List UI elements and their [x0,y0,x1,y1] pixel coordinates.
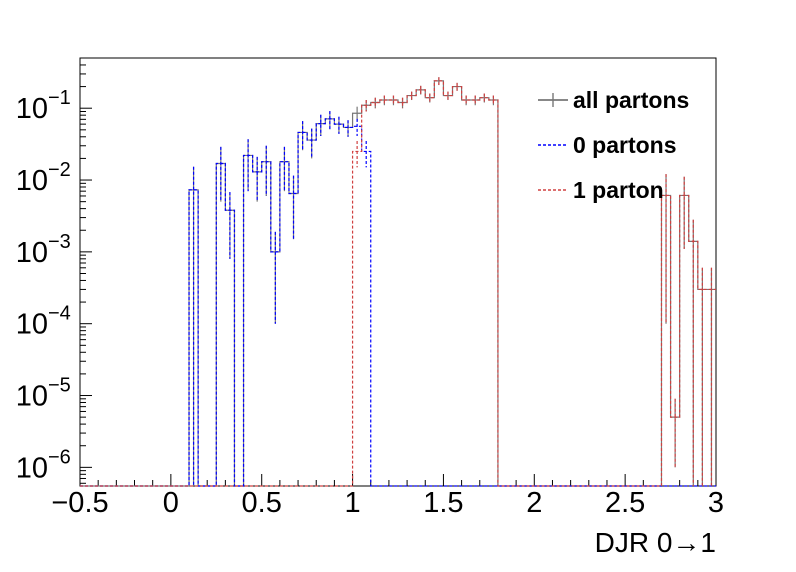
y-tick-label: 10 −6 [16,446,71,484]
series-layer [80,77,716,487]
x-tick-label: 2.5 [605,487,645,519]
x-tick-label: 2 [526,487,542,519]
x-tick-label: −0.5 [51,487,108,519]
y-tick-label: 10 −3 [16,231,71,269]
histogram-line [80,80,716,487]
histogram-line [80,118,716,487]
x-tick-label: 0.5 [242,487,282,519]
y-tick-label: 10 −2 [16,159,71,197]
plot-frame [79,57,717,487]
y-tick-label-exponent: −1 [48,87,71,109]
legend-label: all partons [573,87,689,113]
y-tick-label: 10 −4 [16,303,71,341]
y-tick-label: 10 −1 [16,87,71,125]
series-1-parton [80,77,716,487]
y-tick-label-exponent: −4 [48,303,71,325]
y-tick-label-exponent: −2 [48,159,71,181]
x-tick-label: 0 [163,487,179,519]
y-tick-label-base: 10 [16,237,48,269]
y-tick-label-base: 10 [16,93,48,125]
y-tick-label-base: 10 [16,309,48,341]
y-tick-label: 10 −5 [16,375,71,413]
y-tick-label-exponent: −5 [48,375,71,397]
legend: all partons 0 partons 1 parton [538,87,689,203]
axis-ticks [79,57,717,486]
y-tick-label-base: 10 [16,165,48,197]
tick-labels: −0.5 0 0.5 1 1.5 2 2.5 310−610−510−410−310 −210−… [16,87,724,519]
legend-label: 1 parton [573,177,664,203]
x-tick-label: 1 [345,487,361,519]
y-tick-label-base: 10 [16,381,48,413]
x-axis-title: DJR 0→1 [595,527,716,558]
y-tick-label-base: 10 [16,452,48,484]
x-tick-label: 1.5 [423,487,463,519]
series-0-partons [80,111,716,487]
y-tick-label-exponent: −3 [48,231,71,253]
legend-label: 0 partons [573,132,677,158]
y-tick-label-exponent: −6 [48,446,71,468]
x-tick-label: 3 [708,487,724,519]
